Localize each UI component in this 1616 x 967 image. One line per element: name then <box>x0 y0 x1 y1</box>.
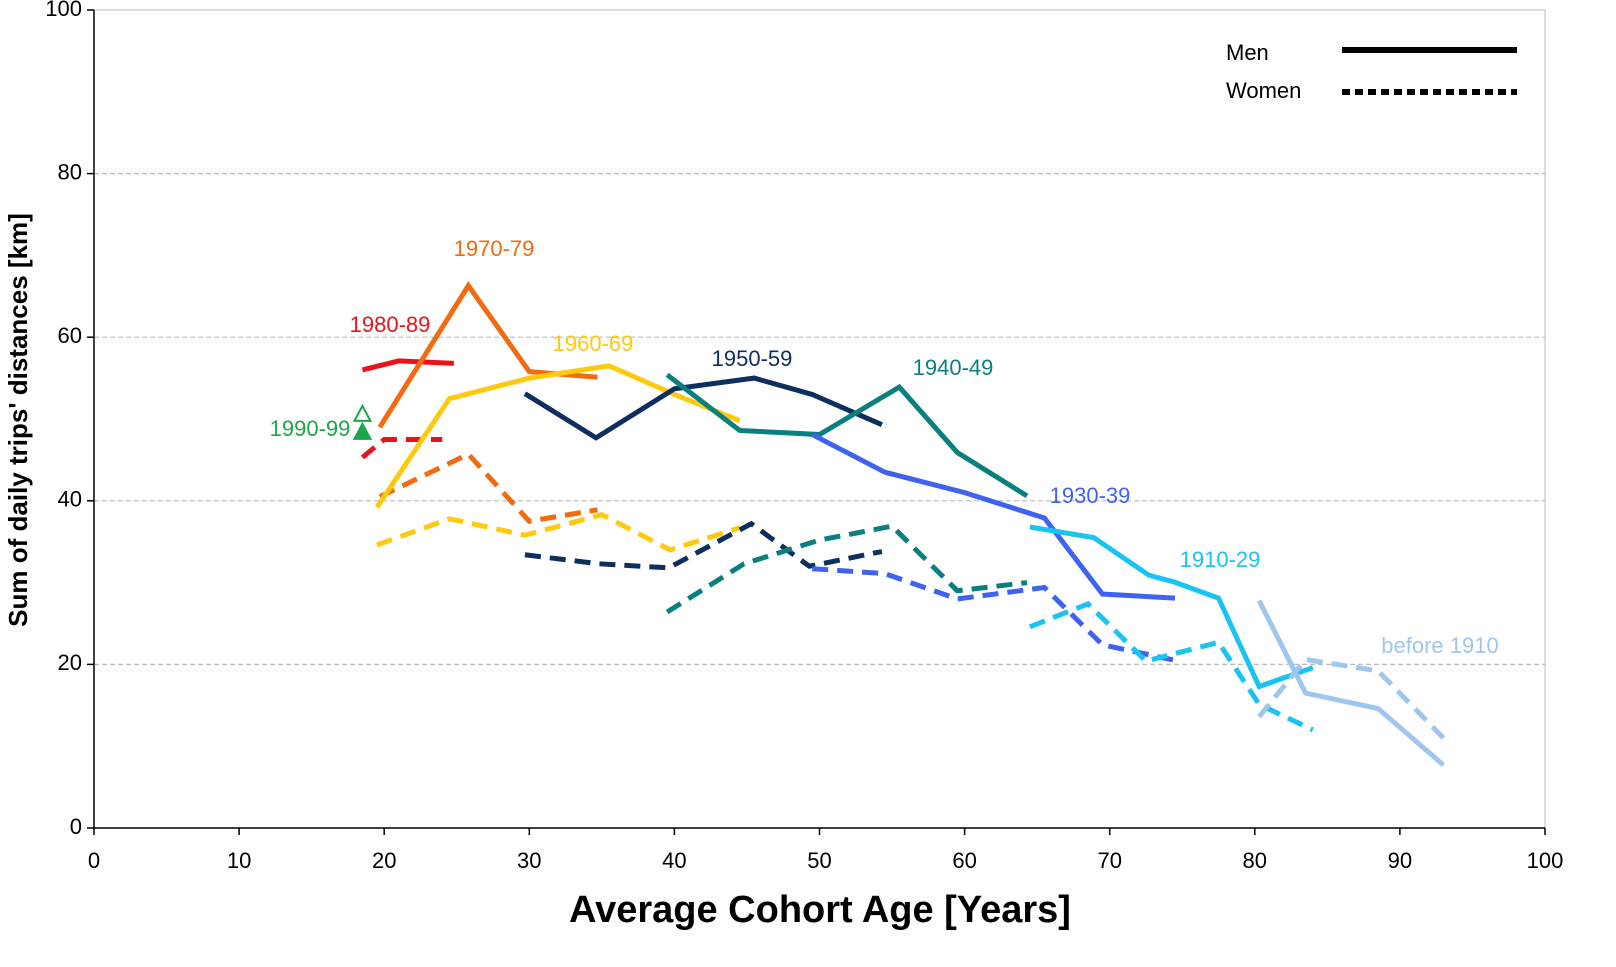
women-line <box>360 436 443 460</box>
y-tick-label: 0 <box>70 814 82 839</box>
men-line <box>374 363 741 509</box>
men-line <box>523 375 883 441</box>
cohort-label: 1980-89 <box>350 312 431 337</box>
men-line <box>1256 599 1446 767</box>
marker <box>352 421 373 440</box>
x-tick-label: 70 <box>1097 848 1121 873</box>
cohort-label: 1930-39 <box>1050 483 1131 508</box>
men-line <box>377 281 598 429</box>
cohort-label: 1990-99 <box>270 416 351 441</box>
y-tick-label: 100 <box>45 0 82 21</box>
x-tick-label: 50 <box>807 848 831 873</box>
women-line <box>524 520 883 571</box>
cohort-label: 1910-29 <box>1180 547 1261 572</box>
cohort-label: before 1910 <box>1381 633 1498 658</box>
x-tick-label: 90 <box>1388 848 1412 873</box>
x-tick-label: 60 <box>952 848 976 873</box>
women-line <box>812 566 1176 663</box>
y-tick-label: 40 <box>58 487 82 512</box>
x-tick-label: 20 <box>372 848 396 873</box>
legend-label: Women <box>1226 78 1301 103</box>
x-tick-label: 80 <box>1243 848 1267 873</box>
x-tick-label: 100 <box>1527 848 1564 873</box>
x-tick-label: 10 <box>227 848 251 873</box>
women-line <box>665 523 1028 615</box>
marker <box>352 403 373 422</box>
x-tick-label: 40 <box>662 848 686 873</box>
cohort-label: 1970-79 <box>454 236 535 261</box>
x-tick-label: 0 <box>88 848 100 873</box>
y-tick-label: 80 <box>58 159 82 184</box>
y-axis-title: Sum of daily trips' distances [km] <box>3 213 33 627</box>
x-tick-label: 30 <box>517 848 541 873</box>
men-line <box>811 432 1176 601</box>
women-line <box>1257 656 1446 740</box>
cohort-label: 1940-49 <box>913 355 994 380</box>
men-line <box>361 358 454 373</box>
cohort-label: 1960-69 <box>553 331 634 356</box>
men-line <box>665 372 1029 499</box>
women-line <box>378 451 598 524</box>
x-axis-title: Average Cohort Age [Years] <box>569 889 1071 931</box>
women-line <box>376 512 741 553</box>
cohort-label: 1950-59 <box>712 346 793 371</box>
y-tick-label: 60 <box>58 323 82 348</box>
men-line <box>1029 524 1314 690</box>
legend-label: Men <box>1226 40 1269 65</box>
y-tick-label: 20 <box>58 650 82 675</box>
